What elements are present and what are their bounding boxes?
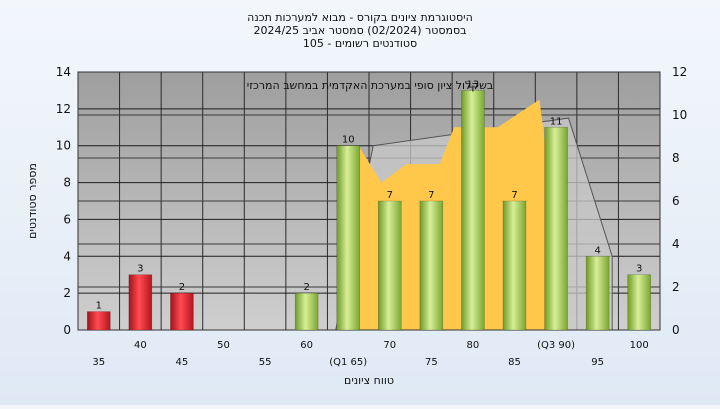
histogram-bar <box>170 292 194 331</box>
bar-value-label: 7 <box>511 190 517 201</box>
y-tick-label-left: 6 <box>63 212 71 226</box>
histogram-bar <box>294 292 319 331</box>
bar-value-label: 7 <box>387 190 393 201</box>
x-tick-label: 50 <box>217 340 230 351</box>
histogram-bar <box>377 200 402 331</box>
histogram-bar <box>544 126 568 331</box>
x-tick-label: 70 <box>383 340 396 351</box>
x-tick-label: 55 <box>259 357 272 368</box>
bar-value-label: 3 <box>137 264 143 275</box>
x-tick-label: 75 <box>425 357 438 368</box>
chart-title-line: בסמסטר (02/2024) סמסטר אביב 2024/25 <box>253 24 466 37</box>
histogram-bar <box>461 90 485 331</box>
y-tick-label-left: 8 <box>63 176 71 190</box>
y-tick-label-right: 6 <box>672 194 680 208</box>
bar-value-label: 2 <box>303 282 309 293</box>
chart-annotation: בשקלול ציון סופי במערכת האקדמית במחשב המ… <box>247 79 494 92</box>
y-tick-label-right: 12 <box>672 65 687 79</box>
y-tick-label-right: 2 <box>672 280 680 294</box>
x-tick-label: 45 <box>176 357 189 368</box>
x-tick-label: 35 <box>92 357 105 368</box>
y-tick-label-left: 4 <box>63 249 71 263</box>
bar-value-label: 3 <box>636 264 642 275</box>
histogram-bar <box>585 255 610 331</box>
x-tick-label: 85 <box>508 357 521 368</box>
bar-value-label: 13 <box>467 79 480 90</box>
x-tick-label: 95 <box>591 357 604 368</box>
x-tick-label: 40 <box>134 340 147 351</box>
y-tick-label-left: 10 <box>56 139 71 153</box>
bar-value-label: 7 <box>428 190 434 201</box>
plot-border <box>77 71 661 331</box>
y-tick-label-right: 0 <box>672 323 680 337</box>
x-axis-label: טווח ציונים <box>344 374 394 387</box>
histogram-bar <box>86 311 111 331</box>
x-tick-label: 60 <box>300 340 313 351</box>
histogram-bar <box>502 200 527 331</box>
histogram-bar <box>419 200 444 331</box>
bar-value-label: 4 <box>594 245 600 256</box>
histogram-bar <box>627 274 652 331</box>
y-tick-label-left: 2 <box>63 286 71 300</box>
histogram-bar <box>336 145 361 331</box>
x-tick-label: (Q3 90) <box>537 340 575 351</box>
x-tick-label: 80 <box>467 340 480 351</box>
y-tick-label-right: 8 <box>672 151 680 165</box>
bar-value-label: 11 <box>550 116 563 127</box>
histogram-bar <box>128 274 153 331</box>
x-tick-label: 100 <box>630 340 649 351</box>
y-tick-label-left: 0 <box>63 323 71 337</box>
chart-title-line: סטודנטים רשומים - 105 <box>303 37 417 50</box>
x-tick-label: (Q1 65) <box>329 357 367 368</box>
y-tick-label-right: 10 <box>672 108 687 122</box>
y-tick-label-right: 4 <box>672 237 680 251</box>
bar-value-label: 2 <box>179 282 185 293</box>
y-tick-label-left: 14 <box>56 65 71 79</box>
y-tick-label-left: 12 <box>56 102 71 116</box>
bar-value-label: 1 <box>96 301 102 312</box>
chart-title-line: היסטוגרמת ציונים בקורס - מבוא למערכות תכ… <box>247 11 473 24</box>
y-axis-label: מספר סטודנטים <box>26 163 39 239</box>
bar-value-label: 10 <box>342 135 355 146</box>
